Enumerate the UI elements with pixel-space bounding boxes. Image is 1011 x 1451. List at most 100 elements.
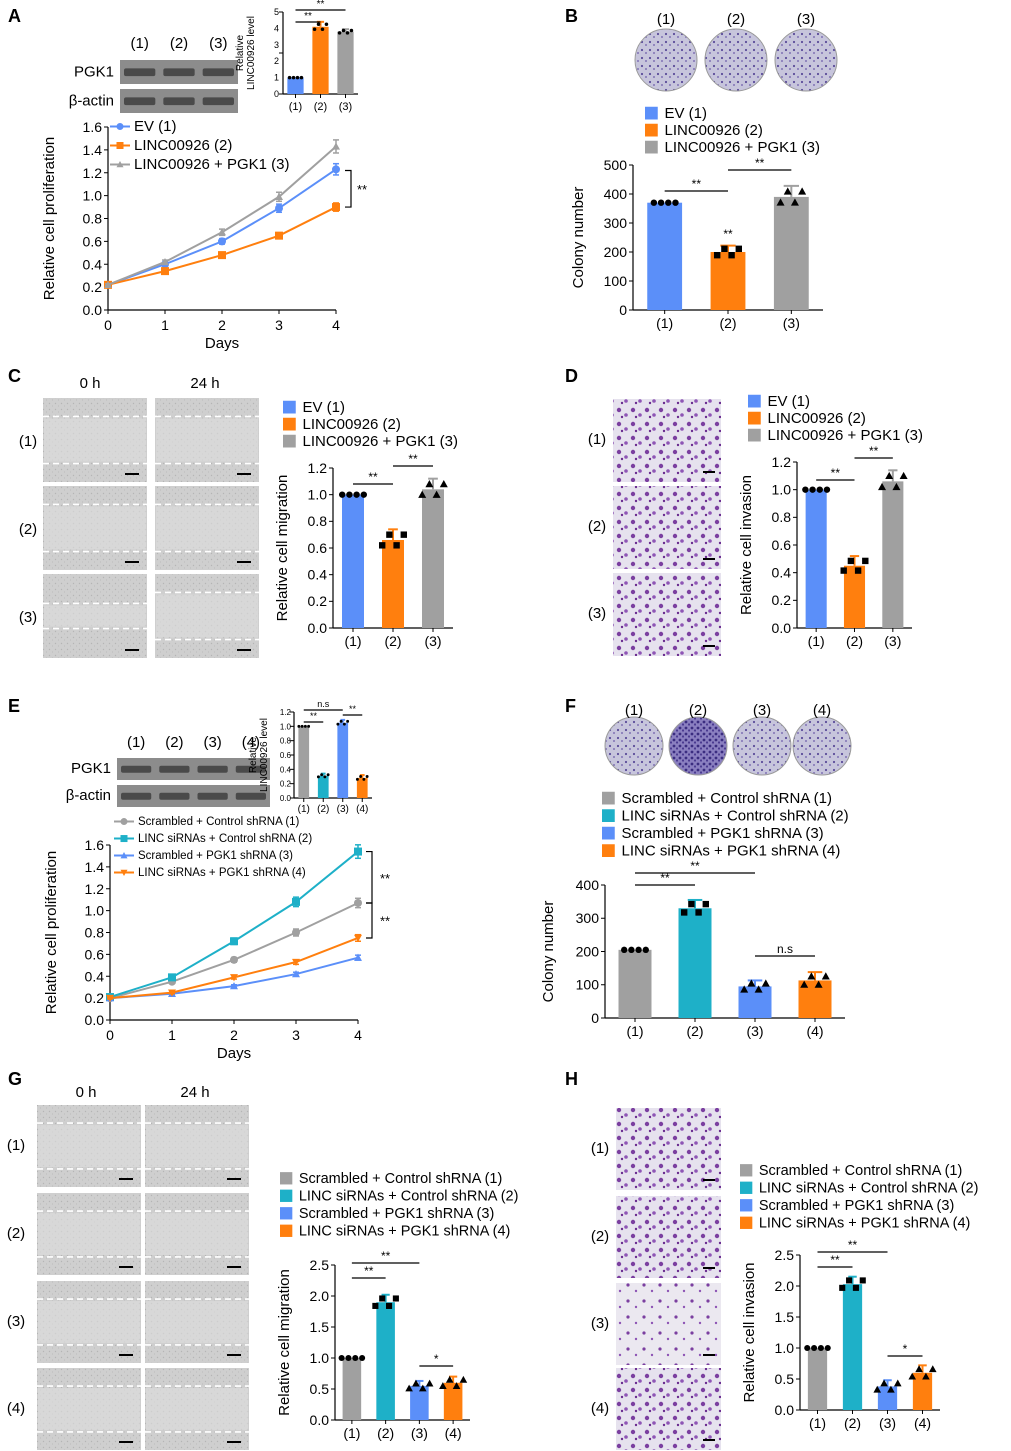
blot-band [159,792,190,800]
data-point [893,1379,902,1387]
colony-plate [774,28,838,92]
legend-swatch [280,1189,293,1202]
data-point [292,958,300,967]
time-label: 24 h [180,1084,209,1101]
y-tick-label: 200 [576,943,600,959]
x-axis-label: Days [217,1045,251,1062]
data-point [307,724,311,728]
data-point [342,722,346,726]
blot-band [159,765,190,773]
y-tick-label: 1.2 [85,881,105,897]
data-point [821,972,830,980]
data-point [878,482,887,491]
x-tick-label: (3) [411,1425,428,1441]
y-tick-label: 0.8 [280,737,292,746]
data-point [816,486,823,493]
legend-swatch [740,1199,753,1212]
data-point [323,775,327,779]
bar [298,726,310,798]
data-point [740,985,749,993]
bar-chart-H-bar: 0.0 0.5 1.0 1.5 2.0 2.5 (1) (2) (3) (4) Relative c… [741,1238,940,1431]
blot-band [163,97,195,106]
y-tick-label: 0.4 [280,765,292,774]
data-point [339,491,346,498]
significance-label: ** [690,859,700,873]
legend-swatch [283,400,296,414]
wound-gap [38,1301,140,1343]
y-tick-label: 1.5 [775,1309,795,1325]
x-tick-label: (1) [289,101,302,113]
y-tick-label: 2.5 [310,1257,330,1273]
wound-gap [156,594,258,638]
data-point [854,567,862,574]
legend-label: LINC00926 (2) [665,122,763,139]
data-point [392,1295,399,1302]
legend-swatch [602,791,615,805]
western-blot-A-blot: (1) (2) (3) PGK1 β-actin [69,35,238,113]
panel-letter: G [8,1069,22,1089]
x-tick-label: (1) [298,804,310,815]
data-point [120,852,128,859]
x-tick-label: (4) [445,1425,462,1441]
legend-swatch [740,1216,753,1229]
legend-label: LINC siRNAs + PGK1 shRNA (4) [622,843,841,860]
data-point [642,946,649,954]
data-point [106,994,114,1003]
data-point [332,203,340,212]
y-tick-label: 0.8 [772,509,792,525]
bar [805,489,827,628]
y-axis-label: Colony number [570,187,587,289]
y-tick-label: 0.6 [308,540,328,556]
legend-swatch [748,411,761,425]
lane-label: (3) [203,734,221,751]
data-point [275,231,283,240]
y-tick-label: 4 [274,23,279,33]
data-point [346,491,353,498]
x-tick-label: (2) [844,1415,861,1431]
data-point [859,1277,866,1284]
data-point [635,946,642,954]
wound-gap [44,506,146,550]
plate-label: (2) [689,702,707,719]
data-point [120,835,128,843]
row-label: (4) [7,1400,25,1417]
legend-swatch [602,809,615,822]
image-layer [37,28,852,1450]
lane-label: (1) [127,734,145,751]
data-point [852,1284,859,1291]
x-tick-label: 2 [218,317,226,333]
data-point [379,1295,386,1302]
colony-plate [732,716,792,776]
x-tick-label: (1) [344,633,361,649]
data-point [425,1379,434,1387]
y-tick-label: 0.6 [85,946,105,962]
x-tick-label: (1) [656,315,673,331]
y-tick-label: 3 [274,40,279,50]
data-point [800,980,809,988]
legend-label: EV (1) [303,399,346,416]
data-point [790,198,799,206]
legend-label: Scrambled + PGK1 shRNA (3) [138,850,293,862]
legend-label: LINC00926 (2) [303,416,401,433]
legend-swatch [748,394,761,408]
bar [678,908,712,1018]
x-tick-label: 0 [104,317,112,333]
data-point [297,724,301,728]
data-point [804,1344,811,1352]
data-point [412,1379,420,1387]
x-tick-label: (2) [314,101,327,113]
row-label: (1) [591,1140,609,1157]
data-point [405,1384,413,1392]
data-point [230,974,238,982]
data-point [807,972,816,980]
y-tick-label: 1.4 [83,142,103,158]
data-point [161,257,169,266]
plate-label: (3) [753,702,771,719]
data-point [120,818,128,826]
y-tick-label: 1.0 [308,487,328,503]
legend-swatch [280,1224,293,1237]
bar [842,1284,863,1410]
data-point [887,1385,895,1393]
significance-label: ** [692,177,702,191]
significance-label: n.s [777,942,793,956]
